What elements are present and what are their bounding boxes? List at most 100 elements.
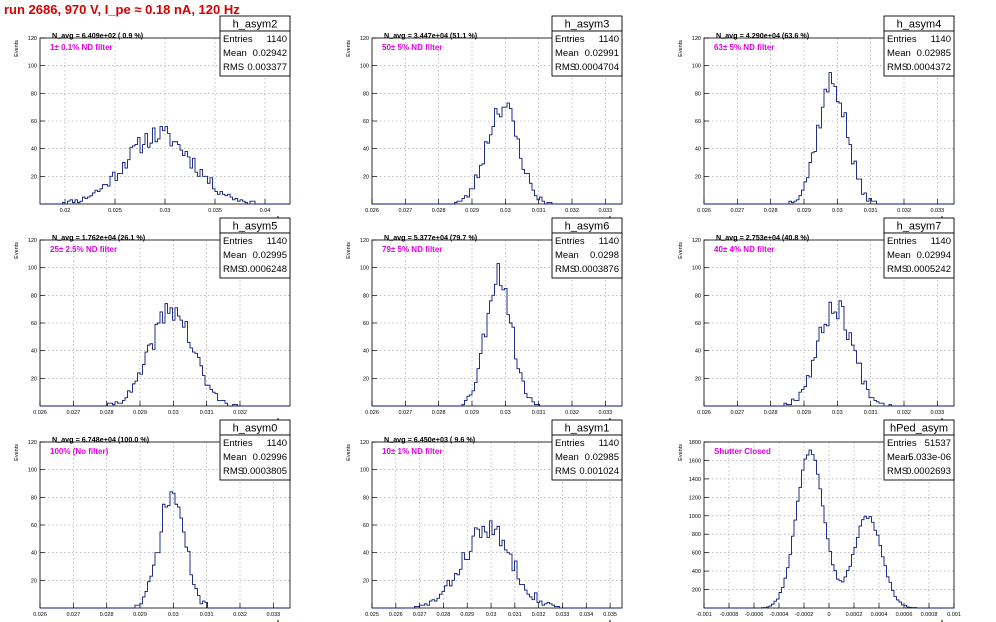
stats-box xyxy=(883,30,955,77)
stats-value: 1140 xyxy=(599,34,619,45)
histogram-panel-h_asym4: 20 40 60 80 100 120 0.026 0.027 0.028 0.029 0.03 0.… xyxy=(678,15,955,223)
stats-label: Mean xyxy=(887,250,911,261)
x-tick-label: 0.031 xyxy=(864,208,878,214)
y-axis-label: Events xyxy=(346,242,352,259)
y-tick-label: 120 xyxy=(28,36,37,42)
stats-box xyxy=(551,232,623,279)
y-tick-label: 40 xyxy=(31,349,37,355)
stats-value: 0.02996 xyxy=(253,452,287,463)
x-tick-label: 0.028 xyxy=(432,208,446,214)
y-tick-label: 60 xyxy=(363,321,369,327)
x-tick-label: 0.02 xyxy=(60,208,71,214)
stats-label: RMS xyxy=(555,62,576,73)
y-tick-label: 60 xyxy=(363,523,369,529)
y-tick-label: 40 xyxy=(31,551,37,557)
stats-value: 0.0003876 xyxy=(574,264,619,275)
filter-annotation: Shutter Closed xyxy=(714,447,771,456)
histogram-panel-h_asym2: 20 40 60 80 100 120 0.02 0.025 0.03 0.035 0.04 Even… xyxy=(14,15,291,223)
x-tick-label: 0.027 xyxy=(398,208,412,214)
y-tick-label: 80 xyxy=(31,91,37,97)
x-tick-label: 0.026 xyxy=(33,612,47,618)
x-tick-label: 0.0004 xyxy=(871,612,888,618)
x-tick-label: 0.033 xyxy=(598,208,612,214)
y-tick-label: 80 xyxy=(31,495,37,501)
y-tick-label: 20 xyxy=(363,376,369,382)
y-tick-label: 100 xyxy=(360,468,369,474)
histogram-name: hPed_asym xyxy=(890,423,948,435)
y-tick-label: 60 xyxy=(695,321,701,327)
x-tick-label: 0.027 xyxy=(413,612,427,618)
x-tick-label: 0 xyxy=(827,612,830,618)
x-tick-label: 0.031 xyxy=(200,612,214,618)
stats-value: 0.02991 xyxy=(585,48,619,59)
x-tick-label: 0.029 xyxy=(465,410,479,416)
stats-box xyxy=(219,30,291,77)
stats-label: RMS xyxy=(555,466,576,477)
y-axis-label: Events xyxy=(346,40,352,57)
y-tick-label: 120 xyxy=(360,36,369,42)
x-tick-label: 0.029 xyxy=(797,410,811,416)
x-tick-label: 0.0002 xyxy=(846,612,863,618)
stats-value: 5.033e-06 xyxy=(908,452,951,463)
filter-annotation: 25± 2.5% ND filter xyxy=(50,245,117,254)
y-tick-label: 20 xyxy=(363,578,369,584)
y-tick-label: 1600 xyxy=(689,458,701,464)
histogram-name: h_asym5 xyxy=(233,221,278,233)
n-avg-label: N_avg = 2.753e+04 (40.8 %) xyxy=(716,233,810,242)
y-axis-label: Events xyxy=(14,242,20,259)
stats-label: Mean xyxy=(223,48,247,59)
x-tick-label: 0.04 xyxy=(260,208,271,214)
n-avg-label: N_avg = 6.409e+02 ( 0.9 %) xyxy=(52,31,144,40)
stats-value: 0.0004704 xyxy=(574,62,619,73)
stats-label: Mean xyxy=(555,452,579,463)
x-tick-label: 0.028 xyxy=(100,612,114,618)
y-tick-label: 1400 xyxy=(689,477,701,483)
x-tick-label: 0.032 xyxy=(532,612,546,618)
x-tick-label: 0.03 xyxy=(486,612,497,618)
histogram-line xyxy=(372,102,622,205)
stats-box xyxy=(551,30,623,77)
stats-box xyxy=(883,232,955,279)
y-axis-label: Events xyxy=(14,444,20,461)
histogram-name: h_asym1 xyxy=(565,423,610,435)
stats-value: 0.0298 xyxy=(590,250,619,261)
stats-value: 0.02994 xyxy=(917,250,951,261)
stats-label: Entries xyxy=(555,236,585,247)
y-tick-label: 400 xyxy=(692,569,701,575)
x-tick-label: 0.032 xyxy=(897,410,911,416)
filter-annotation: 100% (No filter) xyxy=(50,447,109,456)
y-tick-label: 120 xyxy=(692,36,701,42)
stats-label: Entries xyxy=(887,438,917,449)
x-tick-label: 0.028 xyxy=(764,208,778,214)
histogram-name: h_asym2 xyxy=(233,19,278,31)
x-tick-label: 0.03 xyxy=(168,612,179,618)
x-tick-label: -0.0004 xyxy=(770,612,789,618)
x-tick-label: 0.031 xyxy=(864,410,878,416)
stats-label: RMS xyxy=(887,264,908,275)
x-tick-label: 0.029 xyxy=(460,612,474,618)
x-tick-label: 0.028 xyxy=(432,410,446,416)
x-tick-label: 0.0008 xyxy=(921,612,938,618)
x-tick-label: 0.026 xyxy=(365,208,379,214)
y-tick-label: 200 xyxy=(692,588,701,594)
y-tick-label: 120 xyxy=(360,440,369,446)
x-tick-label: 0.032 xyxy=(565,410,579,416)
histogram-panel-h_asym6: 20 40 60 80 100 120 0.026 0.027 0.028 0.029 0.03 0.… xyxy=(346,217,623,425)
x-tick-label: 0.033 xyxy=(266,612,280,618)
page-title: run 2686, 970 V, I_pe ≈ 0.18 nA, 120 Hz xyxy=(4,2,240,17)
x-tick-label: 0.027 xyxy=(398,410,412,416)
x-tick-label: 0.028 xyxy=(437,612,451,618)
histogram-panel-h_asym7: 20 40 60 80 100 120 0.026 0.027 0.028 0.029 0.03 0.… xyxy=(678,217,955,425)
y-tick-label: 20 xyxy=(695,376,701,382)
y-axis-label: Events xyxy=(678,444,684,461)
stats-value: 0.02985 xyxy=(917,48,951,59)
stats-label: RMS xyxy=(223,466,244,477)
stats-value: 0.0006248 xyxy=(242,264,287,275)
n-avg-label: N_avg = 4.290e+04 (63.6 %) xyxy=(716,31,810,40)
stats-box xyxy=(219,232,291,279)
y-tick-label: 120 xyxy=(28,440,37,446)
histogram-line xyxy=(704,449,954,609)
stats-label: Mean xyxy=(887,452,911,463)
stats-label: Mean xyxy=(887,48,911,59)
y-tick-label: 40 xyxy=(695,147,701,153)
